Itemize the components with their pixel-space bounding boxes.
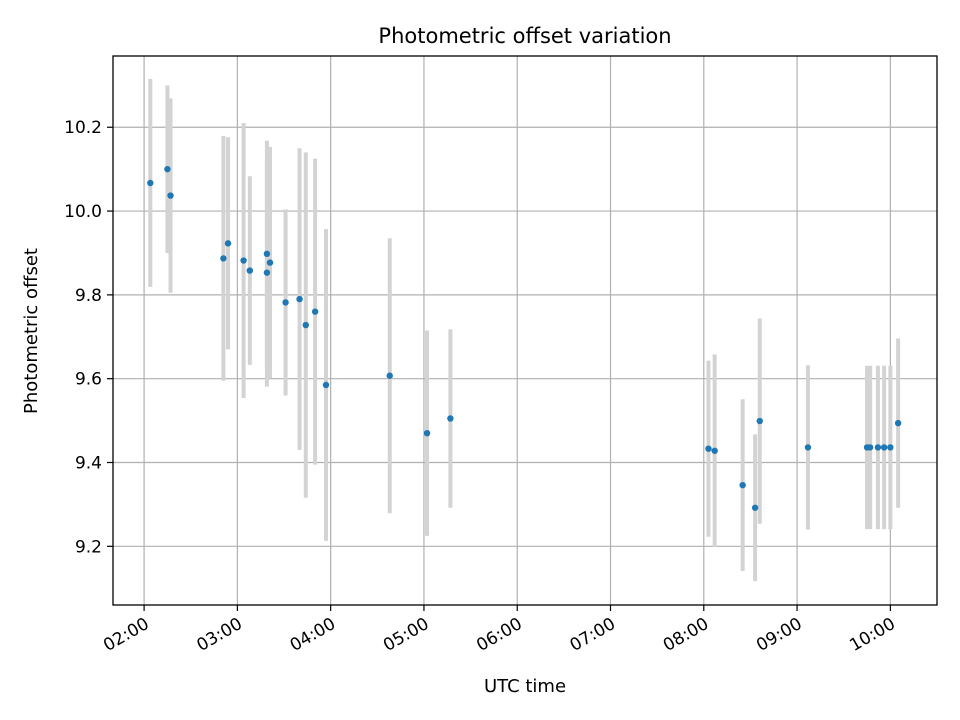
data-point: [322, 381, 330, 389]
y-tick-label: 10.2: [64, 118, 102, 138]
y-tick-label: 9.6: [75, 370, 102, 390]
x-axis-label: UTC time: [484, 676, 566, 697]
data-points: [147, 165, 902, 511]
y-tick-label: 9.8: [75, 286, 102, 306]
data-point: [756, 417, 763, 425]
grid: [113, 56, 937, 605]
chart-title: Photometric offset variation: [378, 24, 671, 48]
y-tick-label: 10.0: [64, 202, 102, 222]
y-tick-label: 9.2: [75, 537, 102, 557]
data-point: [282, 299, 289, 306]
y-axis: 9.2 9.4 9.6 9.8 10.0 10.2: [64, 118, 113, 557]
y-tick-label: 9.4: [75, 454, 102, 474]
data-point: [296, 295, 303, 303]
data-point: [887, 444, 894, 451]
data-point: [874, 444, 882, 451]
data-point: [147, 179, 154, 187]
data-point: [866, 444, 874, 451]
data-point: [423, 429, 431, 437]
data-point: [263, 269, 271, 276]
data-point: [804, 444, 812, 451]
data-point: [220, 255, 227, 262]
data-point: [240, 257, 247, 264]
data-point: [894, 419, 902, 427]
data-point: [386, 372, 393, 379]
data-point: [164, 165, 171, 173]
data-point: [751, 504, 759, 511]
data-point: [302, 321, 309, 329]
data-point: [266, 259, 274, 266]
plot-frame: [112, 55, 938, 606]
data-point: [263, 250, 271, 258]
data-point: [739, 481, 746, 489]
data-point: [167, 192, 174, 199]
data-point: [311, 308, 319, 315]
data-point: [711, 447, 718, 454]
data-point: [447, 415, 454, 422]
data-point: [880, 444, 888, 451]
data-point: [224, 240, 232, 247]
y-axis-label: Photometric offset: [21, 248, 42, 414]
data-point: [246, 267, 254, 274]
data-point: [705, 445, 712, 452]
